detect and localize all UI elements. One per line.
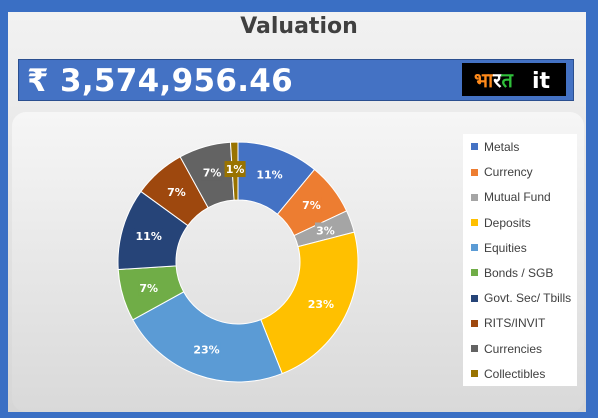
page-title: Valuation	[240, 14, 358, 39]
legend-item-equities: Equities	[471, 238, 527, 258]
legend-swatch	[471, 143, 478, 151]
legend-swatch	[471, 269, 478, 277]
legend-swatch	[471, 319, 478, 327]
legend-label: Currency	[484, 165, 533, 180]
legend-swatch	[471, 344, 478, 352]
legend-swatch	[471, 168, 478, 176]
legend-item-metals: Metals	[471, 137, 519, 157]
total-value: ₹ 3,574,956.46	[27, 63, 294, 99]
legend-label: RITS/INVIT	[484, 316, 546, 331]
logo-letter: त	[500, 68, 514, 92]
legend-item-deposits: Deposits	[471, 213, 531, 233]
legend-label: Govt. Sec/ Tbills	[484, 291, 572, 306]
logo-graphic: भारत it	[474, 68, 551, 94]
logo-latin-text: it	[532, 69, 551, 94]
legend-label: Equities	[484, 240, 527, 255]
logo-letter: र	[492, 68, 502, 92]
legend-swatch	[471, 193, 478, 201]
chart-legend: Metals Currency Mutual Fund Deposits Equitie…	[463, 134, 577, 386]
legend-swatch	[471, 244, 478, 252]
legend-item-mutual-fund: Mutual Fund	[471, 187, 551, 207]
legend-item-currency: Currency	[471, 162, 533, 182]
legend-label: Deposits	[484, 215, 531, 230]
bharatit-logo: भारत it	[462, 63, 566, 96]
legend-swatch	[471, 294, 478, 302]
legend-item-currencies: Currencies	[471, 339, 542, 359]
logo-hindi-text: भारत	[474, 68, 514, 92]
legend-item-collectibles: Collectibles	[471, 364, 545, 384]
legend-item-bonds-sgb: Bonds / SGB	[471, 263, 553, 283]
legend-swatch	[471, 370, 478, 378]
legend-item-rits-invit: RITS/INVIT	[471, 313, 545, 333]
logo-letter: भा	[474, 68, 494, 92]
legend-label: Metals	[484, 140, 520, 154]
legend-label: Collectibles	[484, 366, 546, 381]
legend-label: Currencies	[484, 341, 543, 356]
legend-item-govt-sec-tbills: Govt. Sec/ Tbills	[471, 288, 571, 308]
legend-label: Mutual Fund	[484, 190, 551, 205]
legend-label: Bonds / SGB	[484, 266, 554, 280]
legend-swatch	[471, 218, 478, 226]
